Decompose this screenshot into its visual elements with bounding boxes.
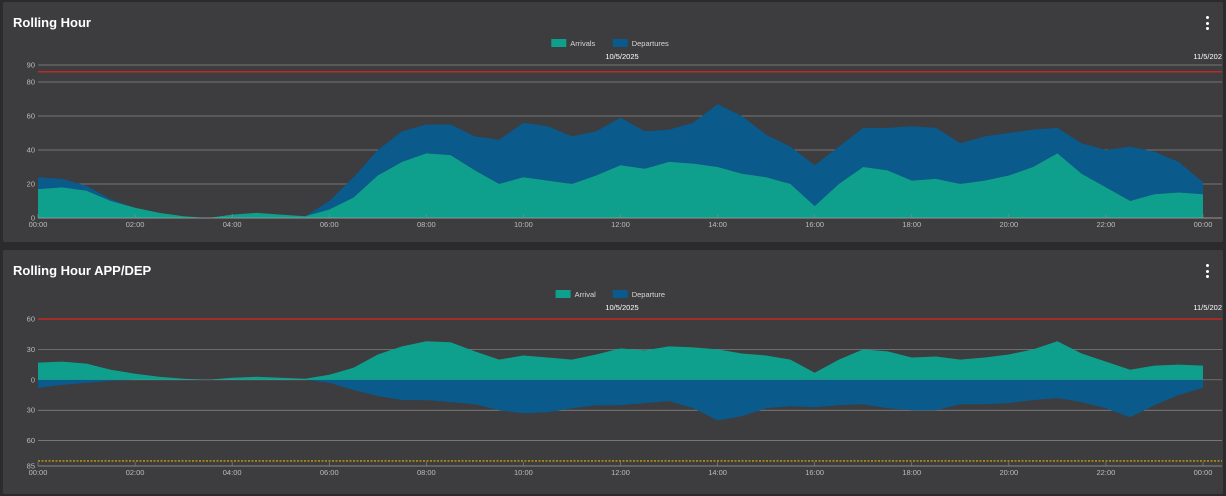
y-tick-label: 0: [31, 375, 35, 384]
x-tick-label: 20:00: [999, 468, 1018, 477]
departure-area: [38, 379, 1203, 421]
x-tick-label: 00:00: [29, 220, 48, 229]
x-tick-label: 18:00: [902, 468, 921, 477]
x-tick-label: 12:00: [611, 468, 630, 477]
x-tick-label: 20:00: [999, 220, 1018, 229]
rolling-hour-chart: Arrivals Departures 10/5/2025 11/5/202 0 20 40…: [27, 39, 1222, 229]
legend-swatch: [612, 290, 628, 298]
legend-swatch: [555, 290, 571, 298]
y-tick-label: 30: [27, 406, 35, 415]
rolling-hour-app-dep-panel: Rolling Hour APP/DEP Arrival Departure 10/…: [3, 250, 1223, 494]
y-tick-label: 80: [27, 78, 35, 87]
y-tick-label: 90: [27, 61, 35, 70]
date-label: 11/5/202: [1193, 303, 1222, 312]
x-tick-label: 22:00: [1097, 220, 1116, 229]
x-tick-label: 14:00: [708, 220, 727, 229]
arrivals-area: [38, 153, 1203, 218]
legend-label: Departures: [632, 39, 669, 48]
x-tick-label: 00:00: [1194, 468, 1213, 477]
departures-area: [38, 104, 1203, 218]
x-tick-label: 16:00: [805, 468, 824, 477]
y-tick-label: 60: [27, 315, 35, 324]
y-tick-label: 30: [27, 345, 35, 354]
more-vertical-icon[interactable]: [1203, 16, 1211, 30]
x-tick-label: 14:00: [708, 468, 727, 477]
legend-label: Arrival: [575, 290, 597, 299]
x-tick-label: 06:00: [320, 468, 339, 477]
date-label: 10/5/2025: [605, 303, 638, 312]
arrival-area: [38, 341, 1203, 380]
panel-title: Rolling Hour: [13, 15, 91, 30]
y-tick-label: 60: [27, 436, 35, 445]
x-tick-label: 16:00: [805, 220, 824, 229]
rolling-hour-app-dep-chart: Arrival Departure 10/5/2025 11/5/202 60 30 0 30…: [27, 290, 1222, 477]
x-tick-label: 04:00: [223, 468, 242, 477]
x-tick-label: 02:00: [126, 468, 145, 477]
legend-label: Departure: [632, 290, 665, 299]
x-tick-label: 10:00: [514, 220, 533, 229]
x-tick-label: 10:00: [514, 468, 533, 477]
x-tick-label: 00:00: [1194, 220, 1213, 229]
y-tick-label: 0: [31, 214, 35, 223]
more-vertical-icon[interactable]: [1203, 264, 1211, 278]
date-label: 10/5/2025: [605, 52, 638, 61]
x-tick-label: 08:00: [417, 220, 436, 229]
y-tick-label: 40: [27, 146, 35, 155]
rolling-hour-panel: Rolling Hour Arrivals Departures 10/5/2025…: [3, 2, 1223, 242]
legend-swatch: [551, 39, 567, 47]
date-label: 11/5/202: [1193, 52, 1222, 61]
x-tick-label: 18:00: [902, 220, 921, 229]
x-tick-label: 22:00: [1097, 468, 1116, 477]
y-tick-label: 85: [27, 462, 35, 471]
y-tick-label: 60: [27, 112, 35, 121]
x-tick-label: 04:00: [223, 220, 242, 229]
x-tick-label: 06:00: [320, 220, 339, 229]
x-tick-label: 02:00: [126, 220, 145, 229]
legend-swatch: [612, 39, 628, 47]
x-tick-label: 08:00: [417, 468, 436, 477]
y-tick-label: 20: [27, 180, 35, 189]
x-tick-label: 12:00: [611, 220, 630, 229]
legend-label: Arrivals: [570, 39, 595, 48]
x-tick-label: 00:00: [29, 468, 48, 477]
panel-title: Rolling Hour APP/DEP: [13, 263, 152, 278]
